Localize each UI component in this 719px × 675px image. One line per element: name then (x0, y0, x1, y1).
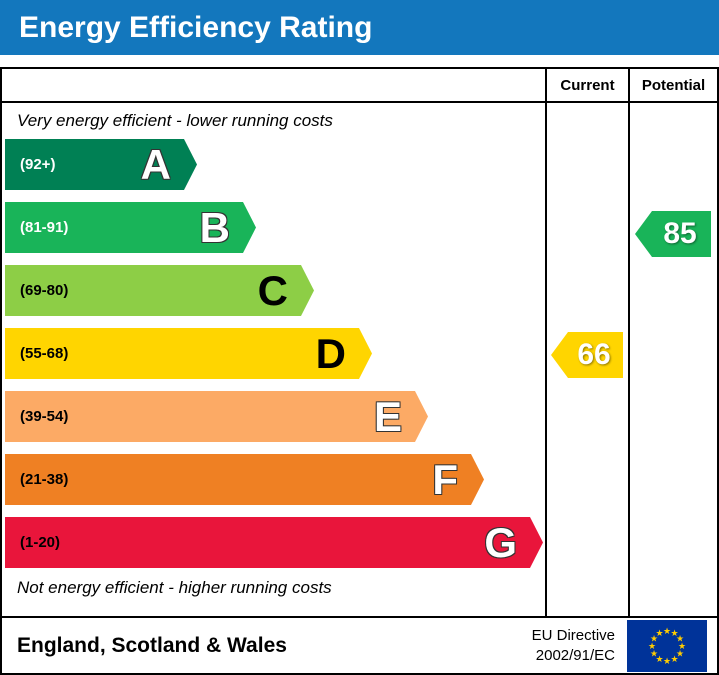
band-letter: G (484, 518, 517, 566)
band-letter: A (140, 140, 171, 188)
band-range: (1-20) (20, 534, 61, 551)
svg-text:★: ★ (678, 642, 686, 652)
current-column-divider (545, 69, 547, 616)
current-rating-marker: 66 (551, 332, 623, 378)
eu-flag-stars: ★ ★ ★ ★ ★ ★ ★ ★ ★ ★ ★ ★ (648, 627, 686, 667)
band-row-c: (69-80) C (5, 265, 314, 316)
svg-text:★: ★ (670, 629, 678, 639)
current-rating-value: 66 (577, 338, 611, 371)
band-letter: D (315, 329, 346, 377)
band-row-d: (55-68) D (5, 328, 372, 379)
band-row-f: (21-38) F (5, 454, 484, 505)
svg-text:★: ★ (676, 634, 684, 644)
band-range: (92+) (20, 156, 56, 173)
svg-text:★: ★ (648, 642, 656, 652)
band-range: (39-54) (20, 408, 69, 425)
potential-rating-value: 85 (663, 217, 697, 250)
header-divider-line (2, 101, 717, 103)
column-header-current: Current (560, 76, 615, 94)
svg-text:★: ★ (655, 655, 663, 665)
svg-text:★: ★ (663, 657, 671, 667)
eu-directive-line1: EU Directive (531, 627, 615, 644)
svg-text:★: ★ (655, 629, 663, 639)
band-letter: C (257, 266, 288, 314)
svg-text:★: ★ (650, 634, 658, 644)
band-range: (21-38) (20, 471, 69, 488)
region-label: England, Scotland & Wales (17, 633, 287, 657)
band-row-b: (81-91) B (5, 202, 256, 253)
column-header-potential: Potential (641, 76, 706, 94)
eu-flag-icon: ★ ★ ★ ★ ★ ★ ★ ★ ★ ★ ★ ★ (627, 619, 707, 672)
eu-flag-field (627, 619, 707, 672)
band-row-e: (39-54) E (5, 391, 428, 442)
svg-text:★: ★ (670, 655, 678, 665)
band-letter: B (199, 203, 230, 251)
band-letter: E (373, 392, 402, 440)
page-title: Energy Efficiency Rating (0, 0, 719, 55)
svg-text:★: ★ (650, 649, 658, 659)
caption-very-efficient: Very energy efficient - lower running co… (17, 111, 333, 130)
band-range: (55-68) (20, 345, 69, 362)
svg-text:★: ★ (676, 649, 684, 659)
svg-text:★: ★ (663, 627, 671, 637)
band-letter: F (432, 455, 458, 503)
eu-directive-label: EU Directive 2002/91/EC (532, 626, 615, 665)
potential-column-divider (628, 69, 630, 616)
potential-rating-marker: 85 (635, 211, 711, 257)
band-range: (69-80) (20, 282, 69, 299)
band-range: (81-91) (20, 219, 69, 236)
caption-not-efficient: Not energy efficient - higher running co… (17, 578, 332, 597)
band-row-g: (1-20) G (5, 517, 543, 568)
eu-directive-line2: 2002/91/EC (535, 646, 615, 664)
band-row-a: (92+) A (5, 139, 197, 190)
footer-bar: England, Scotland & Wales EU Directive 2… (0, 618, 719, 675)
energy-rating-chart: Current Potential Very energy efficient … (0, 67, 719, 618)
